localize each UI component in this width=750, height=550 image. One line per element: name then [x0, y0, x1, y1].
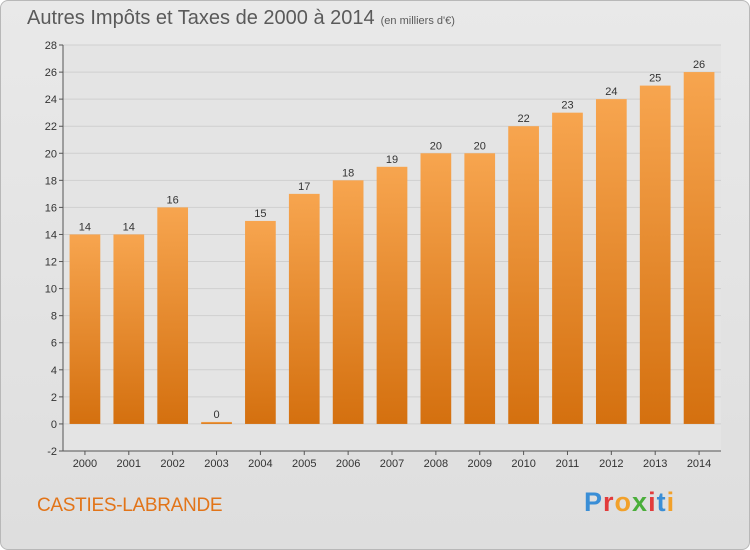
x-tick-label: 2010	[511, 458, 535, 470]
x-tick-label: 2011	[556, 458, 580, 470]
bar	[464, 153, 496, 424]
logo-letter: i	[648, 487, 657, 517]
x-tick-label: 2007	[380, 458, 404, 470]
data-label: 15	[254, 208, 266, 220]
data-label: 18	[342, 167, 354, 179]
y-tick-label: 28	[45, 40, 57, 52]
x-tick-label: 2005	[292, 458, 316, 470]
logo-letter: t	[656, 487, 667, 517]
x-tick-label: 2012	[599, 458, 623, 470]
x-tick-label: 2014	[687, 458, 711, 470]
data-label: 14	[123, 221, 135, 233]
data-label: 20	[430, 140, 442, 152]
y-tick-label: 26	[45, 67, 57, 79]
bar	[683, 72, 715, 424]
data-label: 23	[561, 100, 573, 112]
y-tick-label: 24	[45, 94, 57, 106]
x-tick-label: 2004	[248, 458, 272, 470]
bar	[245, 220, 276, 424]
data-label: 0	[213, 409, 219, 421]
y-tick-label: 8	[51, 311, 57, 323]
x-axis: 2000 2001 2002 2003 2004 2005 2006 2007 2008 2009…	[63, 450, 721, 470]
bar	[552, 112, 583, 424]
bar	[508, 126, 539, 424]
x-tick-label: 2013	[643, 458, 667, 470]
y-tick-label: 20	[45, 148, 57, 160]
y-tick-label: 22	[45, 121, 57, 133]
town-name: CASTIES-LABRANDE	[37, 495, 223, 516]
x-tick-label: 2003	[204, 458, 228, 470]
data-label: 24	[605, 86, 617, 98]
y-tick-label: 12	[45, 257, 57, 269]
y-tick-label: 16	[45, 202, 57, 214]
y-tick-label: 18	[45, 175, 57, 187]
logo-letter: o	[614, 487, 633, 517]
y-tick-label: 2	[51, 392, 57, 404]
chart-title: Autres Impôts et Taxes de 2000 à 2014 (en…	[27, 7, 455, 30]
data-label: 14	[79, 221, 91, 233]
y-tick-label: 4	[51, 365, 57, 377]
data-label: 16	[167, 194, 179, 206]
y-tick-label: 14	[45, 229, 57, 241]
logo-letter: x	[632, 487, 649, 517]
x-tick-label: 2002	[160, 458, 184, 470]
title-text: Autres Impôts et Taxes de 2000 à 2014	[27, 7, 375, 29]
x-tick-label: 2009	[467, 458, 491, 470]
bar	[201, 421, 232, 424]
x-tick-label: 2001	[117, 458, 141, 470]
bar	[639, 85, 671, 424]
data-label: 26	[693, 59, 705, 71]
y-tick-label: 0	[51, 419, 57, 431]
proxiti-logo[interactable]: Proxiti	[584, 487, 675, 518]
bar	[332, 180, 364, 424]
data-label: 19	[386, 154, 398, 166]
data-label: 22	[517, 113, 529, 125]
bars: 14 14 16 0 15 17 18 19 20 20 22 23 24 25 26	[69, 59, 715, 424]
bar	[420, 153, 452, 424]
data-label: 25	[649, 73, 661, 85]
bar	[288, 193, 320, 424]
x-tick-label: 2000	[73, 458, 97, 470]
bar	[69, 234, 101, 424]
logo-letter: r	[603, 487, 615, 517]
data-label: 17	[298, 181, 310, 193]
bar	[157, 207, 189, 424]
chart-subtitle: (en milliers d'€)	[380, 15, 455, 27]
x-tick-label: 2006	[336, 458, 360, 470]
bar	[113, 234, 145, 424]
y-tick-label: 6	[51, 338, 57, 350]
logo-letter: P	[584, 487, 604, 517]
x-tick-label: 2008	[424, 458, 448, 470]
data-label: 20	[474, 140, 486, 152]
y-tick-label: -2	[47, 446, 57, 458]
logo-letter: i	[666, 487, 676, 517]
bar	[595, 99, 627, 424]
y-tick-label: 10	[45, 284, 57, 296]
bar	[376, 166, 408, 424]
